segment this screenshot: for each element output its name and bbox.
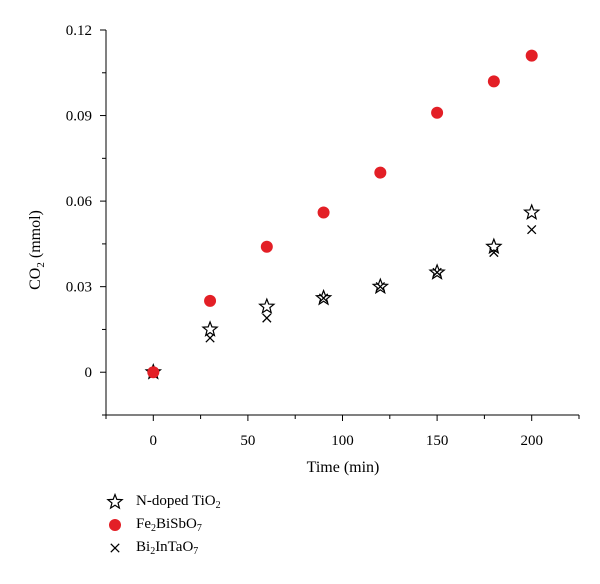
- y-tick-label: 0: [85, 365, 93, 381]
- legend-item-fe2bisbo7: Fe2BiSbO7: [102, 513, 221, 536]
- y-tick-label: 0.12: [66, 23, 92, 39]
- series-ndoped: [144, 203, 541, 380]
- series-fe2bisbo7: [147, 49, 538, 379]
- y-tick-label: 0.03: [66, 280, 92, 296]
- y-axis-label-main: CO: [27, 268, 44, 290]
- legend-item-bi2intao7: Bi2InTaO7: [102, 536, 221, 559]
- y-tick-label: 0.09: [66, 109, 92, 125]
- point-fe2bisbo7: [487, 75, 500, 88]
- point-fe2bisbo7: [204, 294, 217, 307]
- x-axis-label: Time (min): [307, 459, 380, 476]
- point-fe2bisbo7: [525, 49, 538, 62]
- point-fe2bisbo7: [374, 166, 387, 179]
- x-tick-label: 0: [150, 433, 158, 449]
- x-tick-label: 100: [331, 433, 354, 449]
- legend-marker-cross: [110, 542, 120, 553]
- x-tick-label: 50: [240, 433, 255, 449]
- point-bi2intao7: [489, 247, 499, 258]
- axes: 0 50 100 150 200 0 0.03 0.06 0.09 0.12: [66, 23, 580, 449]
- y-axis-label-subscript: 2: [35, 262, 47, 268]
- point-ndoped: [428, 263, 446, 280]
- point-ndoped: [371, 277, 390, 295]
- y-axis-label-unit: (mmol): [27, 210, 44, 262]
- legend: N-doped TiO2 Fe2BiSbO7 Bi2InTaO7: [102, 490, 221, 559]
- point-bi2intao7: [205, 333, 215, 343]
- point-bi2intao7: [262, 313, 272, 323]
- x-tick-label: 200: [520, 433, 543, 449]
- legend-label: Fe2BiSbO7: [136, 516, 202, 534]
- legend-symbol-circle: [109, 518, 121, 531]
- point-ndoped: [485, 237, 503, 255]
- legend-symbol-star: [106, 492, 124, 509]
- point-ndoped: [522, 203, 541, 220]
- data-marks: [144, 49, 541, 380]
- point-fe2bisbo7: [431, 106, 444, 119]
- point-fe2bisbo7: [317, 206, 330, 219]
- legend-marker-star: [106, 492, 124, 509]
- point-bi2intao7: [527, 224, 537, 235]
- legend-symbol-cross: [110, 542, 120, 553]
- point-ndoped: [314, 288, 333, 306]
- y-axis-label: CO2 (mmol): [27, 210, 47, 290]
- legend-label: N-doped TiO2: [136, 493, 221, 511]
- point-fe2bisbo7: [260, 240, 273, 253]
- y-tick-label: 0.06: [66, 194, 93, 210]
- point-ndoped: [258, 297, 276, 315]
- point-fe2bisbo7: [147, 366, 160, 379]
- point-ndoped: [201, 320, 219, 337]
- legend-label: Bi2InTaO7: [136, 539, 199, 557]
- legend-marker-circle: [109, 518, 121, 531]
- x-tick-label: 150: [426, 433, 449, 449]
- legend-item-ndoped: N-doped TiO2: [102, 490, 221, 513]
